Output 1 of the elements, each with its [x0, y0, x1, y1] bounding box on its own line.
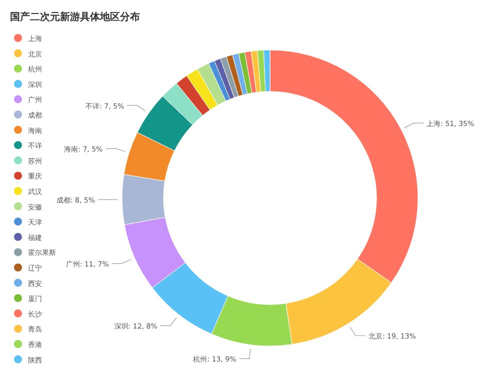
chart-title: 国产二次元新游具体地区分布	[10, 11, 140, 23]
